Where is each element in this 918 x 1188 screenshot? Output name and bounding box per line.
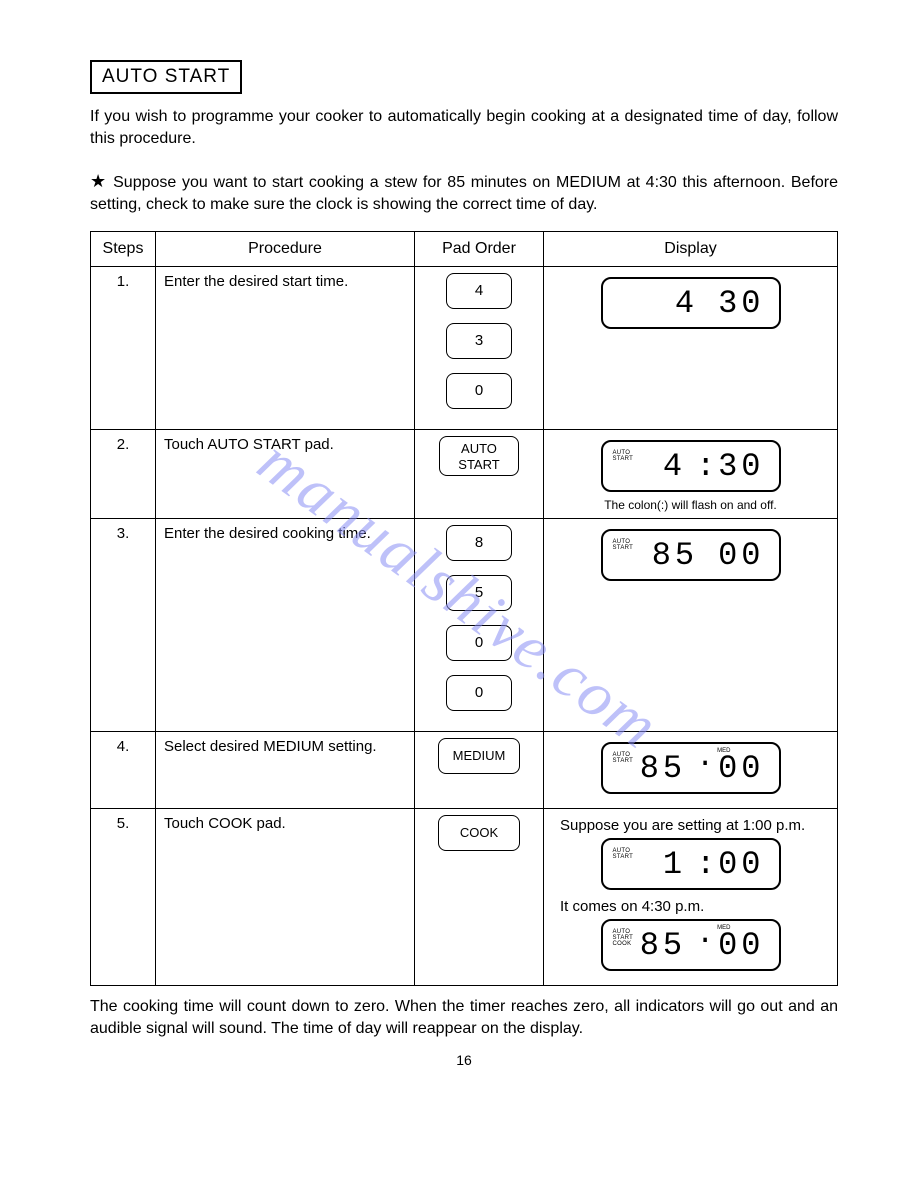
pad-button: COOK [438,815,520,851]
lcd-digits: 430 [675,285,765,322]
display-cell: Suppose you are setting at 1:00 p.m. AUTO… [544,809,838,986]
table-row: 5.Touch COOK pad. COOK Suppose you are set… [91,809,838,986]
header-pad-order: Pad Order [415,232,544,267]
section-title: AUTO START [90,60,242,94]
table-row: 4.Select desired MEDIUM setting. MEDIUM AU… [91,732,838,809]
lcd-display: AUTO START 4:30 [601,440,781,492]
step-number: 5. [91,809,156,986]
pad-order-cell: 8 5 0 0 [415,519,544,732]
display-note: It comes on 4:30 p.m. [560,898,829,915]
pad-button: 0 [446,625,512,661]
display-cell: AUTO START 4:30 The colon(:) will flash on… [544,430,838,519]
display-cell: AUTO START MED85·00 [544,732,838,809]
lcd-indicator: AUTO START COOK [613,929,634,947]
pad-button: 5 [446,575,512,611]
lcd-indicator: AUTO START [613,848,634,860]
lcd-digits: 1:00 [663,846,765,883]
procedure-text: Touch COOK pad. [156,809,415,986]
lcd-indicator: AUTO START [613,752,634,764]
procedure-text: Enter the desired cooking time. [156,519,415,732]
procedure-text: Select desired MEDIUM setting. [156,732,415,809]
outro-text: The cooking time will count down to zero… [90,996,838,1039]
table-row: 2.Touch AUTO START pad.AUTO STARTAUTO ST… [91,430,838,519]
pad-button: 3 [446,323,512,359]
header-display: Display [544,232,838,267]
display-note: Suppose you are setting at 1:00 p.m. [560,817,829,834]
lcd-display: AUTO START 8500 [601,529,781,581]
star-icon: ★ [90,171,107,191]
table-row: 3.Enter the desired cooking time. 8 5 0 0 AUT… [91,519,838,732]
pad-button: 0 [446,373,512,409]
pad-order-cell: AUTO START [415,430,544,519]
steps-table: Steps Procedure Pad Order Display 1.Ente… [90,231,838,986]
display-cell: AUTO START 8500 [544,519,838,732]
pad-button: 8 [446,525,512,561]
lcd-digits: 85·00 [640,927,765,964]
lcd-display: 430 [601,277,781,329]
display-caption: The colon(:) will flash on and off. [552,498,829,512]
example-body: Suppose you want to start cooking a stew… [90,174,838,213]
pad-order-cell: MEDIUM [415,732,544,809]
pad-button: AUTO START [439,436,519,476]
pad-order-cell: COOK [415,809,544,986]
pad-order-cell: 4 3 0 [415,267,544,430]
display-cell: 430 [544,267,838,430]
lcd-digits: 4:30 [663,448,765,485]
table-row: 1.Enter the desired start time.430430 [91,267,838,430]
step-number: 3. [91,519,156,732]
procedure-text: Touch AUTO START pad. [156,430,415,519]
header-steps: Steps [91,232,156,267]
pad-button: MEDIUM [438,738,520,774]
pad-button: 0 [446,675,512,711]
lcd-display: AUTO START COOK MED85·00 [601,919,781,971]
step-number: 4. [91,732,156,809]
header-procedure: Procedure [156,232,415,267]
lcd-med-indicator: MED [717,925,730,931]
example-text: ★ Suppose you want to start cooking a st… [90,169,838,215]
step-number: 1. [91,267,156,430]
lcd-digits: 85·00 [640,750,765,787]
lcd-med-indicator: MED [717,748,730,754]
page-number: 16 [90,1052,838,1068]
lcd-display: AUTO START MED85·00 [601,742,781,794]
procedure-text: Enter the desired start time. [156,267,415,430]
lcd-indicator: AUTO START [613,450,634,462]
lcd-indicator: AUTO START [613,539,634,551]
intro-text: If you wish to programme your cooker to … [90,106,838,149]
lcd-display: AUTO START 1:00 [601,838,781,890]
pad-button: 4 [446,273,512,309]
lcd-digits: 8500 [652,537,765,574]
step-number: 2. [91,430,156,519]
